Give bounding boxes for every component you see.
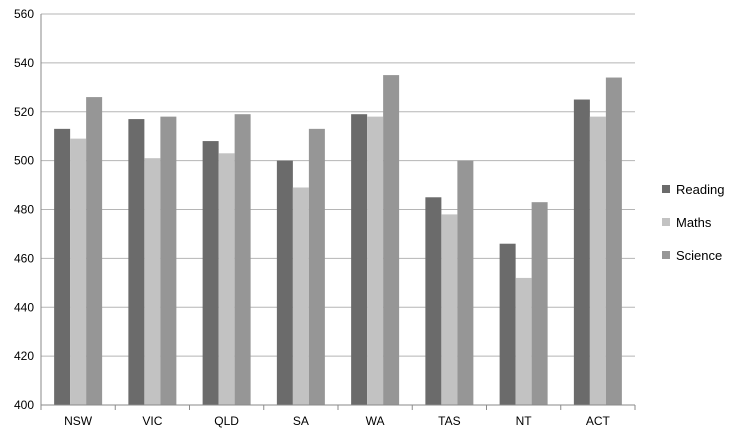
bar-tas-science [457, 160, 474, 405]
legend-item-maths: Maths [662, 214, 736, 230]
legend-swatch-science [662, 251, 670, 259]
x-tick-label-nsw: NSW [64, 414, 93, 428]
y-tick-label-560: 560 [14, 7, 34, 21]
bar-act-reading [573, 99, 590, 405]
legend-label-maths: Maths [676, 214, 712, 230]
legend-label-reading: Reading [676, 181, 725, 197]
bar-nsw-reading [54, 128, 71, 405]
legend: Reading Maths Science [662, 181, 736, 280]
bar-sa-maths [292, 187, 309, 405]
x-tick-label-act: ACT [586, 414, 611, 428]
axes [40, 14, 636, 410]
y-axis-ticks: 400 420 440 460 480 500 520 540 560 [14, 7, 34, 412]
bar-qld-science [234, 114, 251, 405]
bars [54, 75, 622, 406]
bar-tas-maths [441, 214, 458, 405]
y-tick-label-420: 420 [14, 349, 34, 363]
bar-wa-maths [367, 116, 384, 405]
legend-item-reading: Reading [662, 181, 736, 197]
bar-nt-science [531, 202, 548, 405]
x-tick-label-sa: SA [293, 414, 309, 428]
y-tick-label-440: 440 [14, 300, 34, 314]
bar-qld-reading [202, 141, 219, 405]
y-tick-label-520: 520 [14, 105, 34, 119]
legend-item-science: Science [662, 247, 736, 263]
bar-qld-maths [218, 153, 235, 405]
y-tick-label-400: 400 [14, 398, 34, 412]
bar-act-maths [589, 116, 606, 405]
bar-nsw-maths [70, 138, 87, 405]
x-tick-label-qld: QLD [214, 414, 239, 428]
bar-nsw-science [86, 97, 103, 406]
bar-vic-reading [128, 119, 145, 406]
legend-swatch-reading [662, 185, 670, 193]
bar-vic-maths [144, 158, 161, 405]
x-tick-label-tas: TAS [438, 414, 460, 428]
x-axis-ticks: NSW VIC QLD SA WA TAS NT ACT [64, 414, 610, 428]
x-tick-label-vic: VIC [142, 414, 162, 428]
y-tick-label-540: 540 [14, 56, 34, 70]
bar-nt-reading [499, 243, 516, 405]
legend-label-science: Science [676, 247, 723, 263]
bar-wa-reading [351, 114, 368, 405]
y-tick-label-500: 500 [14, 154, 34, 168]
x-tick-label-wa: WA [366, 414, 385, 428]
bar-tas-reading [425, 197, 442, 405]
legend-swatch-maths [662, 218, 670, 226]
y-tick-label-460: 460 [14, 251, 34, 265]
bar-act-science [605, 77, 622, 405]
bar-wa-science [383, 75, 400, 405]
x-tick-label-nt: NT [516, 414, 533, 428]
bar-vic-science [160, 116, 177, 405]
bar-nt-maths [515, 277, 532, 405]
bar-sa-reading [276, 160, 293, 405]
bar-sa-science [308, 128, 325, 405]
y-tick-label-480: 480 [14, 203, 34, 217]
